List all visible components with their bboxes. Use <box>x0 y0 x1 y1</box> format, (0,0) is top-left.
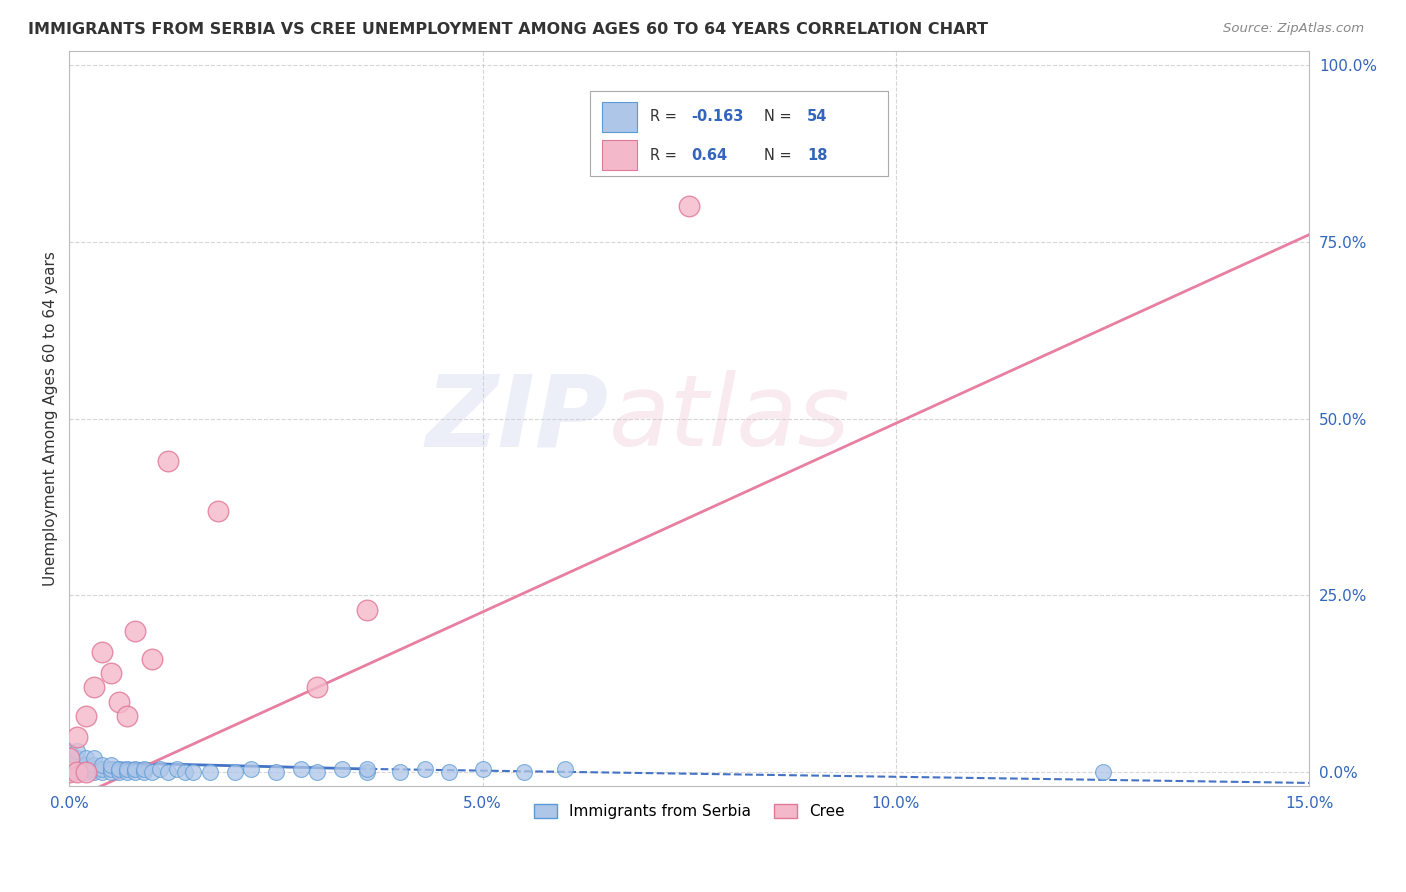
Point <box>66 730 89 744</box>
Point <box>100 765 122 780</box>
Point <box>166 762 188 776</box>
Point <box>290 762 312 776</box>
Point <box>157 765 180 780</box>
FancyBboxPatch shape <box>591 91 887 176</box>
Y-axis label: Unemployment Among Ages 60 to 64 years: Unemployment Among Ages 60 to 64 years <box>44 252 58 586</box>
Point <box>75 765 97 780</box>
Point <box>66 765 89 780</box>
Point <box>83 762 105 776</box>
Point <box>471 762 494 776</box>
Point <box>224 765 246 780</box>
Point <box>75 751 97 765</box>
Point <box>174 765 197 780</box>
Point <box>58 751 80 765</box>
Point <box>307 765 329 780</box>
Point <box>91 758 114 772</box>
Point <box>58 762 80 776</box>
Text: N =: N = <box>763 110 796 124</box>
Point <box>330 762 353 776</box>
Point <box>58 758 80 772</box>
Point <box>356 765 378 780</box>
Point <box>66 751 89 765</box>
Point <box>58 765 80 780</box>
Point <box>513 765 536 780</box>
Point <box>356 762 378 776</box>
Text: ZIP: ZIP <box>426 370 609 467</box>
Text: R =: R = <box>650 148 681 162</box>
Point <box>75 708 97 723</box>
Point <box>75 758 97 772</box>
Point <box>388 765 411 780</box>
Point <box>100 666 122 681</box>
Point <box>141 652 163 666</box>
Point <box>83 765 105 780</box>
Point <box>439 765 461 780</box>
Point <box>66 762 89 776</box>
Point <box>124 765 146 780</box>
Point <box>198 765 221 780</box>
Text: Source: ZipAtlas.com: Source: ZipAtlas.com <box>1223 22 1364 36</box>
Point <box>264 765 287 780</box>
Legend: Immigrants from Serbia, Cree: Immigrants from Serbia, Cree <box>526 797 852 827</box>
Point <box>307 681 329 695</box>
Point <box>100 762 122 776</box>
Point <box>115 708 138 723</box>
Point <box>181 765 204 780</box>
Point <box>108 765 131 780</box>
FancyBboxPatch shape <box>602 140 637 169</box>
Point <box>91 765 114 780</box>
Point <box>83 751 105 765</box>
Text: atlas: atlas <box>609 370 851 467</box>
Point <box>356 602 378 616</box>
Point <box>413 762 436 776</box>
Point <box>83 681 105 695</box>
Text: IMMIGRANTS FROM SERBIA VS CREE UNEMPLOYMENT AMONG AGES 60 TO 64 YEARS CORRELATIO: IMMIGRANTS FROM SERBIA VS CREE UNEMPLOYM… <box>28 22 988 37</box>
Point <box>240 762 263 776</box>
Point <box>157 454 180 468</box>
Point <box>132 762 155 776</box>
Text: N =: N = <box>763 148 796 162</box>
Point <box>58 751 80 765</box>
Point <box>149 762 172 776</box>
Point <box>100 758 122 772</box>
FancyBboxPatch shape <box>602 103 637 132</box>
Point <box>554 762 576 776</box>
Text: 0.64: 0.64 <box>692 148 728 162</box>
Point <box>678 199 700 213</box>
Point <box>1091 765 1114 780</box>
Text: 18: 18 <box>807 148 828 162</box>
Point <box>115 762 138 776</box>
Point <box>66 744 89 758</box>
Point <box>141 765 163 780</box>
Text: R =: R = <box>650 110 681 124</box>
Point <box>75 765 97 780</box>
Point <box>124 624 146 638</box>
Point <box>115 765 138 780</box>
Point <box>207 503 229 517</box>
Text: -0.163: -0.163 <box>692 110 744 124</box>
Text: 54: 54 <box>807 110 827 124</box>
Point <box>91 762 114 776</box>
Point <box>58 765 80 780</box>
Point <box>108 762 131 776</box>
Point <box>91 645 114 659</box>
Point <box>75 762 97 776</box>
Point <box>132 765 155 780</box>
Point <box>83 758 105 772</box>
Point <box>58 744 80 758</box>
Point <box>66 758 89 772</box>
Point <box>124 762 146 776</box>
Point <box>66 765 89 780</box>
Point <box>108 695 131 709</box>
